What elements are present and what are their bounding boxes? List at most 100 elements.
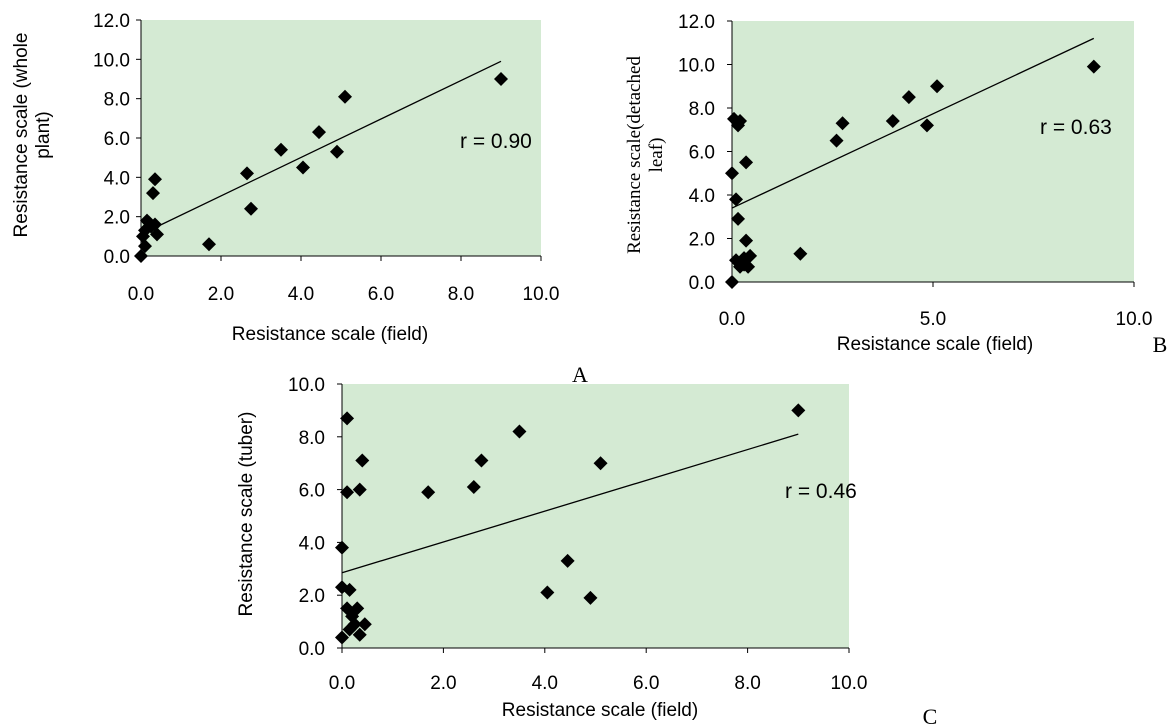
data-point — [340, 411, 355, 426]
x-tick-label: 0.0 — [719, 309, 745, 330]
x-tick-label: 5.0 — [920, 309, 946, 330]
data-point — [240, 166, 254, 181]
y-axis-label-line: Resistance scale(detached — [624, 56, 645, 254]
data-point — [342, 582, 357, 597]
chart-panel-b: 0.0 2.0 4.0 6.0 8.0 10.0 12.0 0.0 5.0 10.0 r = 0.6… — [624, 12, 1167, 357]
data-point — [741, 259, 756, 274]
x-tick-label: 4.0 — [288, 284, 314, 305]
data-point — [793, 246, 808, 261]
data-point — [355, 453, 370, 468]
correlation-label: r = 0.90 — [460, 130, 532, 153]
data-point — [312, 125, 326, 140]
data-point — [474, 453, 489, 468]
y-tick-label: 4.0 — [299, 533, 325, 554]
y-tick-label: 2.0 — [104, 208, 130, 229]
trendline — [731, 37, 1095, 209]
data-point — [138, 239, 152, 254]
data-point — [1086, 59, 1101, 74]
data-point — [466, 479, 481, 494]
y-tick-label: 6.0 — [689, 143, 715, 164]
y-tick-label: 0.0 — [689, 273, 715, 294]
data-point — [725, 275, 739, 289]
data-point — [347, 617, 362, 632]
y-axis-label-line: leaf) — [646, 138, 667, 173]
y-tick-label: 0.0 — [299, 639, 325, 660]
data-point — [593, 456, 608, 471]
x-tick-label: 6.0 — [633, 673, 659, 694]
chart-panel-a: 0.0 2.0 4.0 6.0 8.0 10.0 12.0 0.0 2.0 4.0 6.0 8.0 10… — [11, 11, 588, 387]
y-tick-label: 10.0 — [93, 50, 130, 71]
data-point — [930, 79, 945, 94]
data-point — [202, 237, 216, 252]
data-point — [494, 72, 508, 86]
y-tick-label: 2.0 — [689, 230, 715, 251]
data-point — [150, 227, 164, 242]
data-point — [244, 201, 258, 216]
y-axis-label-line: Resistance scale (tuber) — [236, 412, 257, 617]
data-point — [512, 424, 527, 439]
data-point — [274, 142, 288, 157]
y-tick-label: 12.0 — [678, 12, 715, 33]
y-tick-label: 6.0 — [104, 129, 130, 150]
x-axis-label: Resistance scale (field) — [502, 700, 698, 721]
data-point — [338, 89, 352, 104]
x-tick-label: 8.0 — [734, 673, 760, 694]
y-axis-label: Resistance scale (tuber) — [236, 412, 257, 617]
data-point — [731, 211, 746, 226]
y-tick-label: 10.0 — [678, 56, 715, 77]
x-tick-label: 4.0 — [532, 673, 558, 694]
correlation-label: r = 0.63 — [1040, 116, 1112, 139]
data-point — [829, 133, 844, 148]
panel-letter: B — [1153, 332, 1168, 357]
data-point — [148, 217, 162, 232]
data-point — [335, 630, 349, 645]
y-tick-label: 8.0 — [299, 428, 325, 449]
data-point — [739, 155, 754, 170]
plot-area — [342, 384, 849, 648]
data-point — [739, 233, 754, 248]
trendline — [140, 60, 502, 235]
data-point — [791, 403, 806, 418]
y-tick-label: 8.0 — [689, 99, 715, 120]
data-point — [733, 114, 748, 129]
y-tick-label: 6.0 — [299, 481, 325, 502]
y-tick-label: 12.0 — [93, 11, 130, 32]
data-point — [725, 166, 739, 181]
y-axis-label-line: plant) — [33, 111, 54, 159]
data-point — [340, 485, 355, 500]
data-point — [357, 617, 372, 632]
data-point — [330, 144, 344, 159]
data-point — [743, 248, 758, 263]
x-tick-label: 10.0 — [523, 284, 560, 305]
data-point — [350, 601, 365, 616]
correlation-label: r = 0.46 — [785, 480, 857, 503]
x-axis-label: Resistance scale (field) — [837, 334, 1033, 355]
data-point — [729, 192, 744, 207]
data-point — [146, 186, 160, 201]
x-tick-label: 6.0 — [368, 284, 394, 305]
panel-letter: A — [572, 362, 588, 387]
y-tick-label: 10.0 — [288, 375, 325, 396]
x-tick-label: 10.0 — [1116, 309, 1153, 330]
data-point — [901, 90, 916, 105]
data-point — [583, 590, 598, 605]
data-point — [421, 485, 436, 500]
y-tick-label: 2.0 — [299, 586, 325, 607]
y-tick-label: 4.0 — [104, 168, 130, 189]
y-tick-label: 8.0 — [104, 90, 130, 111]
data-point — [919, 118, 934, 133]
data-point — [885, 114, 900, 129]
x-tick-label: 0.0 — [128, 284, 154, 305]
data-point — [335, 540, 349, 555]
y-axis-label: Resistance scale (wholeplant) — [11, 33, 54, 238]
x-tick-label: 8.0 — [448, 284, 474, 305]
y-axis-label-line: Resistance scale (whole — [11, 33, 32, 238]
data-point — [352, 627, 367, 642]
y-tick-label: 4.0 — [689, 186, 715, 207]
panel-letter: C — [923, 704, 938, 726]
x-tick-label: 0.0 — [329, 673, 355, 694]
data-point — [540, 585, 555, 600]
data-point — [560, 553, 575, 568]
x-tick-label: 2.0 — [430, 673, 456, 694]
